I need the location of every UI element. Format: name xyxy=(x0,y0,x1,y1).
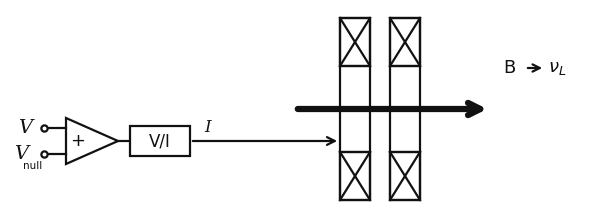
Bar xyxy=(390,152,420,200)
Bar xyxy=(340,152,370,200)
Text: I: I xyxy=(204,119,211,136)
Text: null: null xyxy=(23,161,42,171)
Text: B: B xyxy=(503,59,515,77)
Bar xyxy=(340,18,370,66)
Text: V: V xyxy=(14,145,28,163)
Text: V/I: V/I xyxy=(149,132,171,150)
Bar xyxy=(390,18,420,200)
Bar xyxy=(340,18,370,200)
Bar xyxy=(130,126,190,156)
Text: +: + xyxy=(71,132,85,150)
Text: $\nu_L$: $\nu_L$ xyxy=(548,59,566,77)
Bar xyxy=(390,18,420,66)
Text: V: V xyxy=(18,119,32,137)
